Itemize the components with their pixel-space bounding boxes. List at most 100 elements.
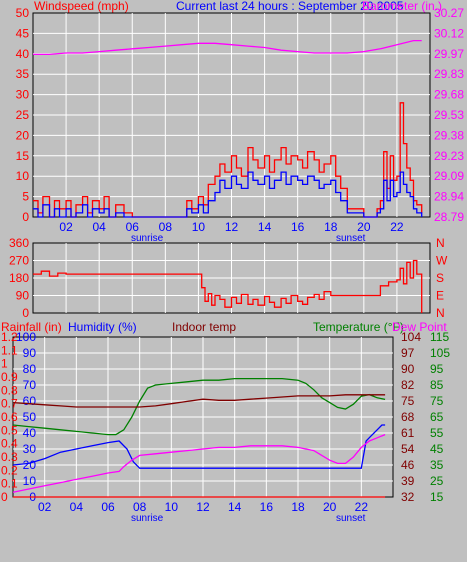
indoor-tick-3: 54 xyxy=(401,442,415,456)
dewpoint-line xyxy=(12,433,386,493)
temp-x-tick-9: 20 xyxy=(323,500,337,514)
wind-x-tick-6: 14 xyxy=(258,220,272,234)
barometer-tick-0: 28.79 xyxy=(434,210,464,224)
indoor-line xyxy=(12,394,386,408)
windspeed-tick-6: 30 xyxy=(16,88,30,102)
rain-tick-5: 0.5 xyxy=(1,423,18,437)
temperature-label: Temperature (°F) xyxy=(313,320,404,334)
rain-tick-6: 0.6 xyxy=(1,410,18,424)
temperature-tick-7: 85 xyxy=(430,378,444,392)
windspeed-tick-7: 35 xyxy=(16,67,30,81)
wind-x-tick-1: 04 xyxy=(92,220,106,234)
temperature-tick-2: 35 xyxy=(430,458,444,472)
direction-tick-4: 360 xyxy=(9,236,29,250)
indoor-temp-label: Indoor temp xyxy=(172,320,236,334)
temperature-y-ticks: 15 25 35 45 55 65 75 85 95 105 115 xyxy=(430,330,450,504)
wind-y-ticks: 0 5 10 15 20 25 30 35 40 45 50 xyxy=(16,6,30,224)
wind-x-tick-0: 02 xyxy=(59,220,73,234)
wind-x-tick-7: 16 xyxy=(291,220,305,234)
temp-x-tick-4: 10 xyxy=(165,500,179,514)
rain-tick-8: 0.8 xyxy=(1,383,18,397)
temp-x-tick-8: 18 xyxy=(291,500,305,514)
humidity-tick-10: 100 xyxy=(16,330,36,344)
direction-tick-2: 180 xyxy=(9,271,29,285)
compass-tick-3: W xyxy=(436,254,448,268)
panel-temperature: 00.10.20.30.40.50.60.70.80.911.11.2 0102… xyxy=(1,320,450,524)
humidity-tick-9: 90 xyxy=(23,346,37,360)
compass-tick-1: E xyxy=(436,289,444,303)
barometer-tick-1: 28.94 xyxy=(434,190,464,204)
barometer-tick-3: 29.23 xyxy=(434,149,464,163)
wind-x-ticks: 02 04 06 08 10 12 14 16 18 20 22 xyxy=(59,220,404,234)
humidity-tick-5: 50 xyxy=(23,410,37,424)
temp-x-tick-0: 02 xyxy=(38,500,52,514)
barometer-tick-8: 29.97 xyxy=(434,47,464,61)
wind-x-tick-2: 06 xyxy=(126,220,140,234)
windspeed-tick-5: 25 xyxy=(16,108,30,122)
direction-tick-3: 270 xyxy=(9,254,29,268)
temperature-tick-9: 105 xyxy=(430,346,450,360)
indoor-tick-1: 39 xyxy=(401,474,415,488)
temperature-line xyxy=(12,377,386,436)
direction-line xyxy=(33,259,423,313)
rain-tick-0: 0 xyxy=(1,490,8,504)
windspeed-tick-8: 40 xyxy=(16,47,30,61)
barometer-line xyxy=(33,39,422,56)
humidity-tick-1: 10 xyxy=(23,474,37,488)
indoor-tick-8: 90 xyxy=(401,362,415,376)
wind-x-tick-8: 18 xyxy=(324,220,338,234)
windspeed-tick-0: 0 xyxy=(22,210,29,224)
temperature-tick-3: 45 xyxy=(430,442,444,456)
wind-x-tick-10: 22 xyxy=(390,220,404,234)
wind-series xyxy=(33,39,423,218)
humidity-tick-8: 80 xyxy=(23,362,37,376)
windspeed-tick-4: 20 xyxy=(16,128,30,142)
compass-tick-4: N xyxy=(436,236,445,250)
sunrise-label-1: sunrise xyxy=(131,233,164,244)
barometer-tick-6: 29.68 xyxy=(434,88,464,102)
windspeed-axis-label: Windspeed (mph) xyxy=(34,0,129,13)
panel-wind-barometer: 0 5 10 15 20 25 30 35 40 45 50 28.79 28.94 29.09 29.2… xyxy=(16,0,465,244)
humidity-label: Humidity (%) xyxy=(68,320,137,334)
humidity-tick-4: 40 xyxy=(23,426,37,440)
indoor-tick-7: 82 xyxy=(401,378,415,392)
wind-x-tick-5: 12 xyxy=(225,220,239,234)
rain-y-ticks: 00.10.20.30.40.50.60.70.80.911.11.2 xyxy=(1,330,18,504)
temp-x-tick-5: 12 xyxy=(196,500,210,514)
barometer-tick-7: 29.83 xyxy=(434,67,464,81)
indoor-tick-9: 97 xyxy=(401,346,415,360)
direction-tick-0: 0 xyxy=(22,306,29,320)
temperature-tick-10: 115 xyxy=(430,330,449,344)
indoor-tick-2: 46 xyxy=(401,458,415,472)
barometer-tick-9: 30.12 xyxy=(434,26,464,40)
humidity-tick-7: 70 xyxy=(23,378,37,392)
barometer-tick-5: 29.53 xyxy=(434,108,464,122)
indoor-tick-10: 104 xyxy=(401,330,421,344)
barometer-y-ticks: 28.79 28.94 29.09 29.23 29.38 29.53 29.68 29.83… xyxy=(434,6,464,224)
sunrise-label-3: sunrise xyxy=(131,513,164,524)
rainfall-label: Rainfall (in) xyxy=(1,320,62,334)
temperature-x-ticks: 02 04 06 08 10 12 14 16 18 20 22 xyxy=(38,500,368,514)
temperature-tick-1: 25 xyxy=(430,474,444,488)
rain-tick-2: 0.2 xyxy=(1,463,18,477)
temperature-series xyxy=(12,377,386,498)
indoor-y-ticks: 32 39 46 54 61 68 75 82 90 97 104 xyxy=(401,330,421,504)
rain-tick-3: 0.3 xyxy=(1,450,18,464)
windspeed-tick-9: 45 xyxy=(16,26,30,40)
temperature-tick-6: 75 xyxy=(430,394,444,408)
direction-y-ticks: 0 90 180 270 360 xyxy=(9,236,29,320)
wind-x-tick-3: 08 xyxy=(159,220,173,234)
sunset-label-1: sunset xyxy=(336,233,366,244)
compass-tick-0: N xyxy=(436,306,445,320)
temperature-tick-8: 95 xyxy=(430,362,444,376)
humidity-tick-2: 20 xyxy=(23,458,37,472)
direction-series xyxy=(33,259,423,313)
dewpoint-label: Dew Point xyxy=(392,320,447,334)
rain-tick-11: 1.1 xyxy=(1,343,18,357)
rain-tick-10: 1 xyxy=(1,357,8,371)
chart-title: Current last 24 hours : September 20 200… xyxy=(176,0,404,13)
